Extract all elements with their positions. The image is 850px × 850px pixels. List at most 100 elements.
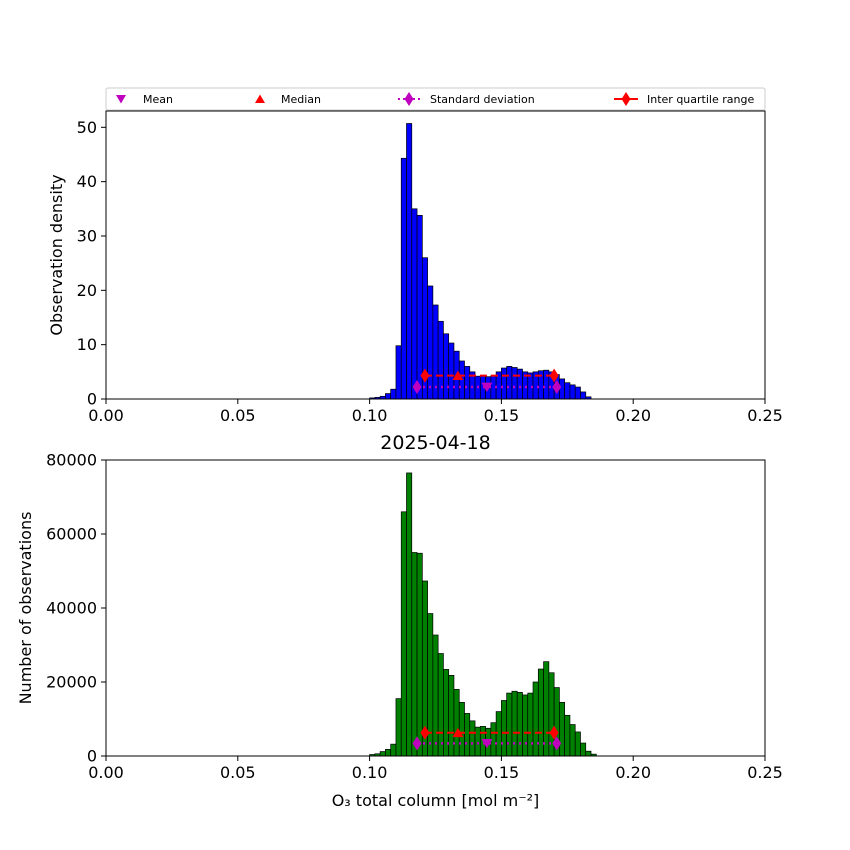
y-tick-label: 20	[77, 281, 97, 300]
mean-marker	[481, 382, 493, 392]
median-marker	[452, 727, 464, 738]
y-tick-label: 0	[87, 390, 97, 409]
bottom-histogram-panel: 0.00 0.05 0.10 0.15 0.20 0.25 0 20000 40000 60000…	[16, 432, 783, 810]
statistics-markers	[412, 368, 562, 395]
histogram-bar	[458, 701, 465, 757]
histogram-bar	[464, 713, 471, 757]
iqr-marker	[549, 725, 559, 740]
histogram-bar	[564, 714, 571, 757]
y-tick-label: 80000	[46, 451, 97, 470]
median-marker	[452, 370, 464, 381]
histogram-bar	[537, 668, 544, 757]
x-tick-label: 0.20	[615, 406, 651, 425]
legend-iqr-label: Inter quartile range	[647, 93, 754, 106]
x-tick-label: 0.15	[484, 763, 520, 782]
histogram-bar	[395, 345, 402, 400]
histogram-bar	[379, 751, 386, 757]
histogram-bar	[400, 511, 407, 757]
legend-std-label: Standard deviation	[430, 93, 535, 106]
y-tick-label: 0	[87, 747, 97, 766]
histogram-bar	[532, 681, 539, 757]
x-tick-label: 0.10	[352, 406, 388, 425]
histogram-bar	[516, 368, 523, 400]
histogram-bar	[385, 748, 392, 757]
histogram-bar	[506, 692, 513, 757]
histogram-bar	[416, 214, 423, 400]
histogram-bar	[580, 391, 587, 400]
histogram-bar	[469, 720, 476, 757]
mean-marker	[481, 739, 493, 749]
x-tick-label: 0.20	[615, 763, 651, 782]
histogram-bar	[495, 711, 502, 757]
histogram-bar	[559, 701, 566, 757]
histogram-bar	[427, 613, 434, 757]
histogram-bar	[574, 731, 581, 757]
iqr-marker	[420, 368, 430, 383]
histogram-bar	[406, 472, 413, 757]
histogram-bar	[516, 692, 523, 757]
histogram-bar	[569, 384, 576, 400]
histogram-bar	[406, 123, 413, 400]
x-tick-label: 0.05	[220, 763, 256, 782]
x-tick-label: 0.05	[220, 406, 256, 425]
y-tick-label: 40000	[46, 599, 97, 618]
histogram-bar	[448, 342, 455, 400]
histogram-bar	[585, 750, 592, 757]
legend-mean-label: Mean	[143, 93, 173, 106]
histogram-bar	[390, 388, 397, 400]
histogram-bar	[559, 378, 566, 400]
x-tick-label: 0.10	[352, 763, 388, 782]
axes-frame	[105, 110, 766, 400]
histogram-bar	[437, 653, 444, 757]
y-tick-label: 50	[77, 118, 97, 137]
histogram-bar	[411, 552, 418, 757]
iqr-marker	[549, 368, 559, 383]
histogram-bar	[464, 366, 471, 400]
histogram-bar	[443, 333, 450, 400]
histogram-bar	[506, 366, 513, 400]
histogram-bar	[385, 393, 392, 400]
histogram-bar	[453, 689, 460, 757]
y-tick-label: 30	[77, 226, 97, 245]
y-axis-label: Observation density	[47, 174, 66, 335]
histogram-bar	[527, 692, 534, 757]
histogram-bar	[432, 634, 439, 757]
histogram-bar	[574, 386, 581, 400]
y-axis-label: Number of observations	[16, 512, 35, 705]
histogram-bar	[501, 700, 508, 757]
y-tick-label: 40	[77, 172, 97, 191]
histogram-bar	[501, 367, 508, 400]
legend-median-marker	[255, 94, 265, 103]
histogram-bar	[564, 382, 571, 400]
std-marker	[412, 736, 422, 751]
histogram-bar	[511, 367, 518, 400]
legend: Mean Median Standard deviation Inter quarti…	[105, 87, 766, 111]
y-tick-label: 60000	[46, 525, 97, 544]
iqr-marker	[420, 725, 430, 740]
x-axis-label: O₃ total column [mol m⁻²]	[332, 791, 540, 810]
y-tick-label: 10	[77, 335, 97, 354]
top-histogram-panel: 0.00 0.05 0.10 0.15 0.20 0.25 0 10 20 30 40 50 Obser…	[47, 110, 783, 425]
x-tick-label: 0.25	[747, 763, 783, 782]
histogram-bar	[511, 690, 518, 757]
histogram-bar	[543, 369, 550, 400]
histogram-bar	[400, 157, 407, 400]
histogram-bar	[416, 552, 423, 757]
statistics-markers	[412, 725, 562, 751]
histogram-bar	[427, 285, 434, 400]
x-tick-label: 0.25	[747, 406, 783, 425]
legend-box	[105, 87, 766, 111]
x-tick-label: 0.00	[88, 406, 124, 425]
histogram-bar	[432, 304, 439, 400]
histogram-bar	[580, 742, 587, 757]
histogram-bar	[522, 694, 529, 757]
legend-iqr-marker	[621, 92, 631, 106]
legend-median-label: Median	[281, 93, 321, 106]
legend-mean-marker	[116, 95, 126, 104]
std-marker	[412, 380, 422, 395]
std-marker	[552, 380, 562, 395]
std-marker	[552, 736, 562, 751]
x-tick-label: 0.15	[484, 406, 520, 425]
histogram-bar	[395, 698, 402, 757]
chart-title: 2025-04-18	[380, 432, 490, 454]
